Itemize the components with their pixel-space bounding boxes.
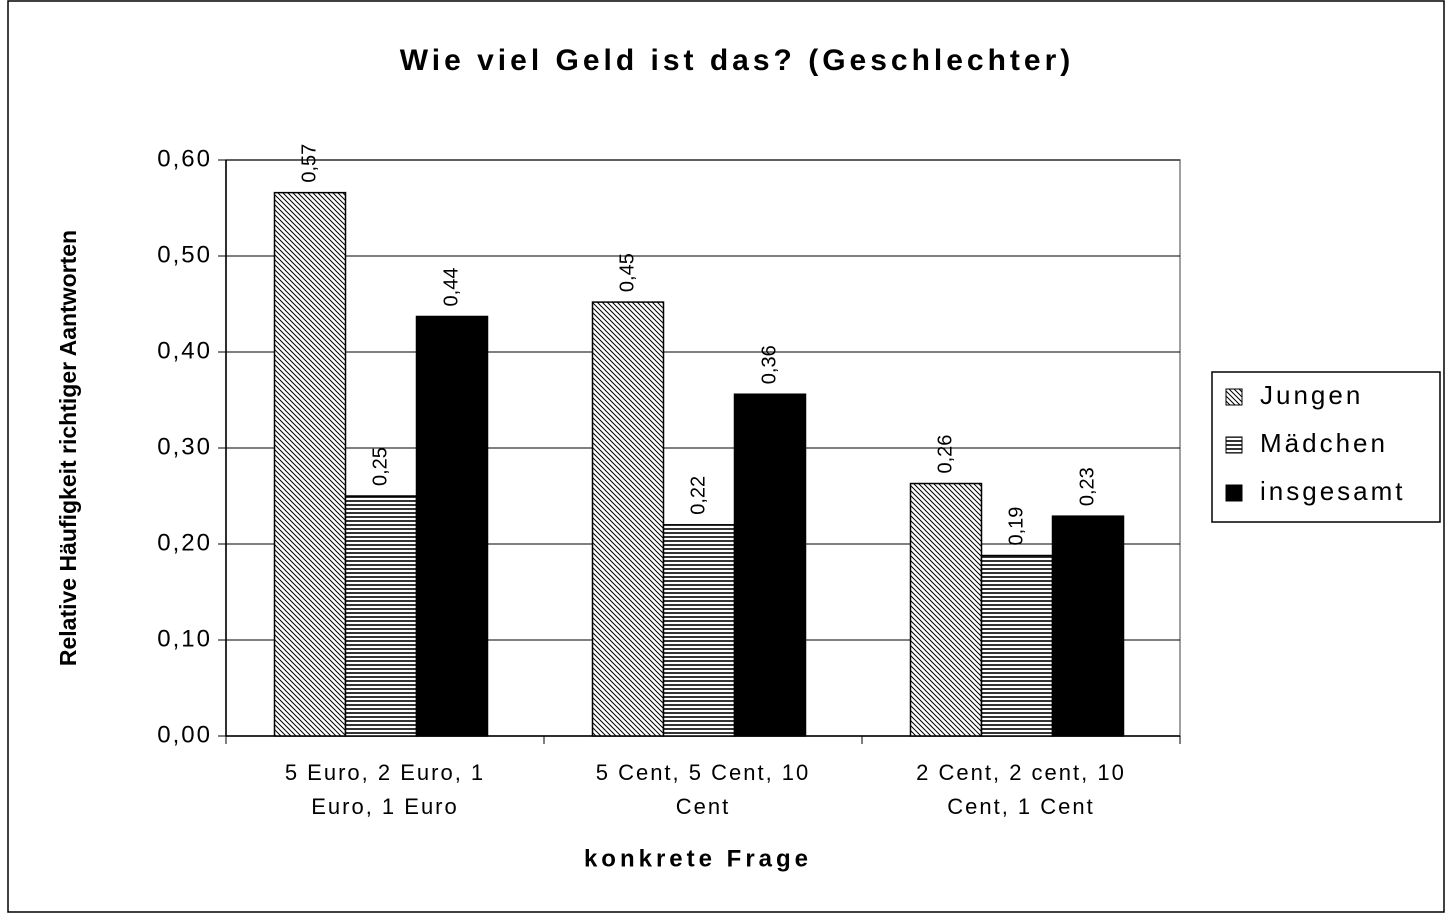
bar [591, 301, 665, 737]
y-tick-label: 0,20 [157, 529, 212, 556]
legend-swatch [1225, 484, 1243, 502]
x-tick-label: 5 Cent, 5 Cent, 10 Cent [595, 760, 811, 819]
y-tick-label: 0,40 [157, 337, 212, 364]
bar [980, 554, 1054, 737]
value-label: 0,25 [369, 447, 391, 486]
legend-box [1211, 371, 1441, 523]
bar [415, 315, 489, 737]
value-label: 0,22 [687, 476, 709, 515]
y-tick-label: 0,60 [157, 145, 212, 172]
value-label: 0,23 [1076, 467, 1098, 506]
y-tick-label: 0,50 [157, 241, 212, 268]
y-tick-label: 0,30 [157, 433, 212, 460]
y-tick-label: 0,10 [157, 625, 212, 652]
legend-swatch [1225, 388, 1243, 406]
bar [909, 482, 983, 737]
chart-frame [7, 0, 1445, 913]
value-label: 0,19 [1005, 507, 1027, 546]
legend-label: insgesamt [1260, 476, 1406, 506]
value-label: 0,57 [298, 144, 320, 183]
value-label: 0,26 [934, 435, 956, 474]
x-axis-title: konkrete Frage [584, 845, 812, 872]
bar [273, 191, 347, 737]
bar [344, 495, 418, 737]
chart-title: Wie viel Geld ist das? (Geschlechter) [400, 44, 1075, 77]
value-label: 0,44 [440, 268, 462, 307]
x-tick-label: 2 Cent, 2 cent, 10 Cent, 1 Cent [916, 760, 1126, 819]
x-tick-label: 5 Euro, 2 Euro, 1 Euro, 1 Euro [284, 760, 486, 819]
bar [662, 524, 736, 737]
value-label: 0,36 [758, 345, 780, 384]
y-tick-label: 0,00 [157, 721, 212, 748]
y-axis-title: Relative Häufigkeit richtiger Aantworten [55, 230, 81, 666]
value-label: 0,45 [616, 253, 638, 292]
bar [733, 393, 807, 737]
legend-swatch [1225, 436, 1243, 454]
legend-label: Jungen [1260, 380, 1363, 410]
legend-label: Mädchen [1260, 428, 1388, 458]
bar [1051, 515, 1125, 737]
